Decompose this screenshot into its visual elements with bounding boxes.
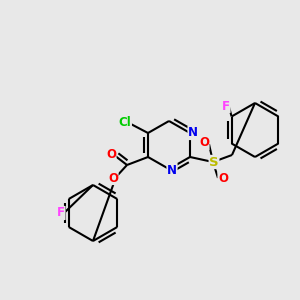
Text: S: S — [209, 155, 219, 169]
Text: O: O — [199, 136, 209, 149]
Text: O: O — [218, 172, 228, 185]
Text: N: N — [167, 164, 177, 176]
Text: N: N — [188, 127, 198, 140]
Text: F: F — [222, 100, 230, 112]
Text: Cl: Cl — [118, 116, 131, 128]
Text: F: F — [57, 206, 65, 220]
Text: O: O — [108, 172, 118, 184]
Text: O: O — [106, 148, 116, 161]
